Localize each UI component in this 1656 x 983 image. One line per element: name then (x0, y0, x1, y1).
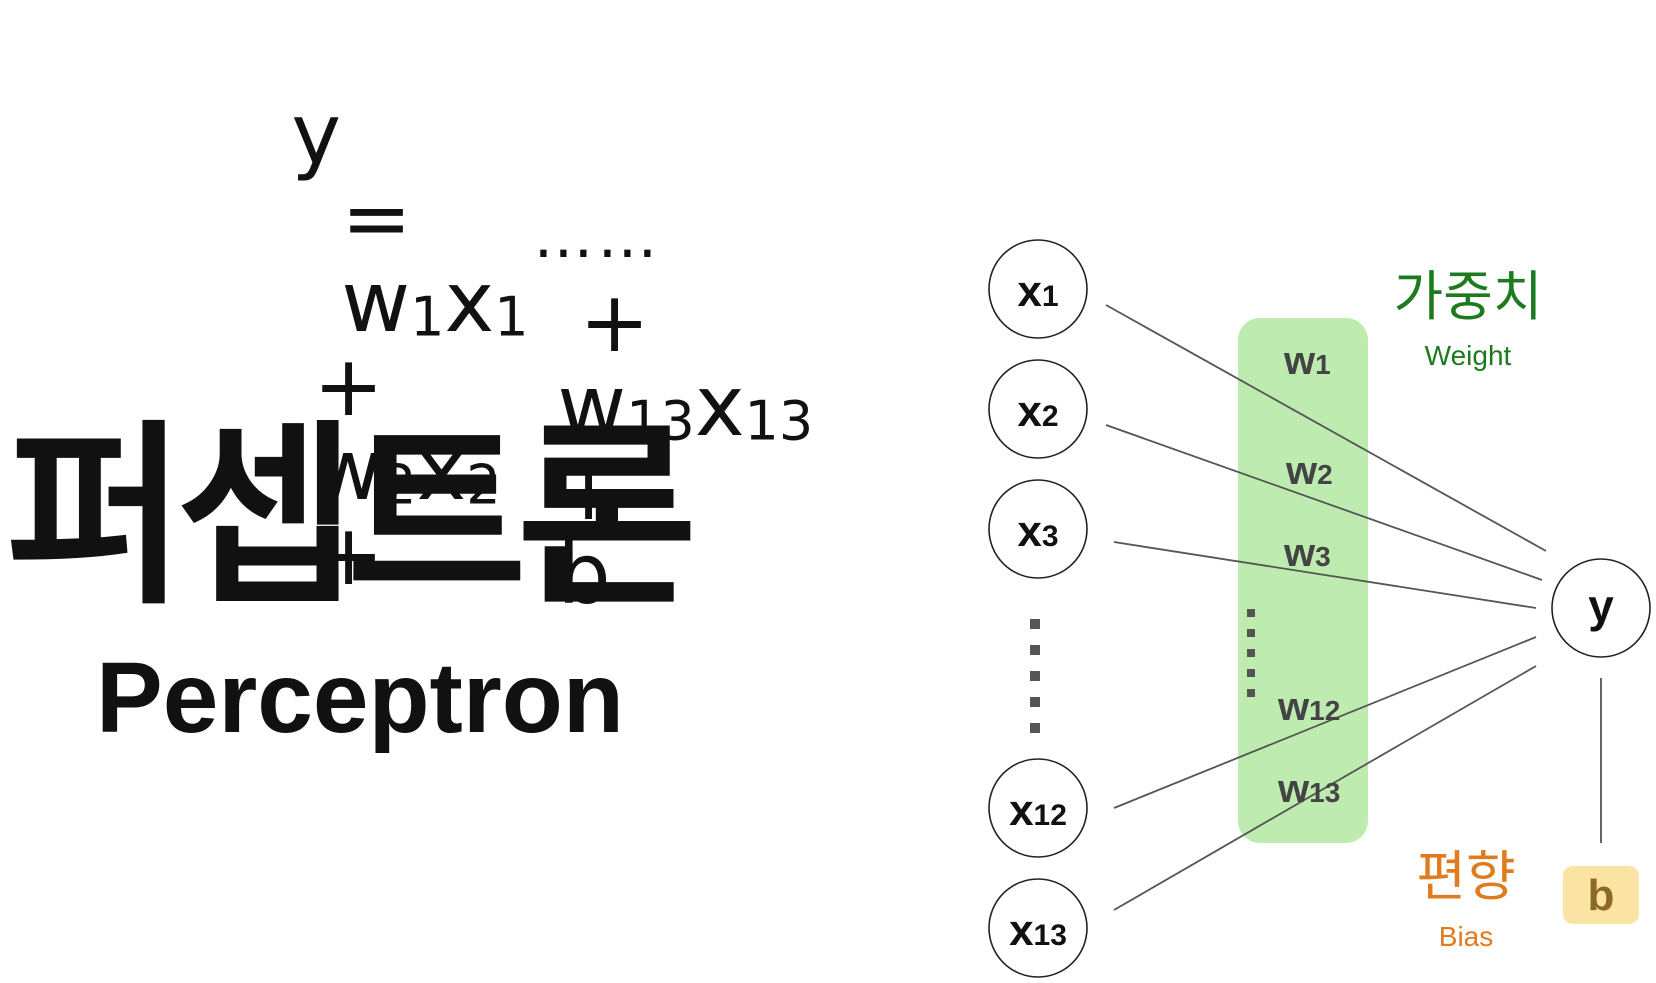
equation-line-1: y = w1x1 + w2x2 + (238, 8, 529, 597)
eq-ellipsis: …… (533, 202, 662, 272)
input-label-x2: x2 (1017, 387, 1058, 436)
weight-ellipsis (1247, 609, 1255, 697)
eq-plus-2: + (313, 505, 384, 604)
output-label-y: y (1588, 580, 1614, 632)
title-english: Perceptron (96, 642, 624, 754)
bias-title-english: Bias (1439, 921, 1493, 952)
weight-title-english: Weight (1425, 340, 1512, 371)
input-node-x12 (988, 758, 1088, 858)
eq-term-w2x2: w2x2 (313, 421, 501, 520)
bias-symbol: b (1588, 871, 1615, 920)
input-label-x13: x13 (1009, 906, 1067, 955)
eq-plus-4: + (553, 441, 624, 540)
weight-label-w2: w2 (1285, 449, 1333, 493)
connection-line-x1 (1105, 304, 1547, 552)
eq-plus-1: + (313, 337, 384, 436)
weight-band (1238, 318, 1368, 843)
input-node-x13 (988, 878, 1088, 978)
input-label-x1: x1 (1017, 267, 1058, 316)
equation-line-2: …… + w13x13 + b (480, 112, 813, 616)
input-node-x2 (988, 359, 1088, 459)
input-ellipsis (1030, 619, 1040, 733)
connection-line-x13 (1113, 665, 1537, 911)
weight-title-korean: 가중치 (1393, 265, 1542, 328)
input-label-x3: x3 (1017, 507, 1058, 556)
input-node-x3 (988, 479, 1088, 579)
eq-bias-b: b (557, 525, 611, 624)
eq-term-w1x1: w1x1 (341, 253, 529, 351)
input-node-x1 (988, 239, 1088, 339)
connection-line-x12 (1113, 636, 1537, 809)
connection-line-x3 (1113, 541, 1537, 609)
weight-label-w3: w3 (1283, 531, 1331, 575)
input-label-x12: x12 (1009, 786, 1067, 835)
connection-line-x2 (1105, 424, 1543, 581)
weight-label-w12: w12 (1277, 685, 1340, 729)
eq-equals: = (341, 169, 412, 267)
weight-label-w1: w1 (1283, 339, 1331, 383)
weight-label-w13: w13 (1277, 767, 1340, 811)
title-korean: 퍼셉트론 (6, 404, 697, 632)
eq-plus-3: + (579, 273, 650, 371)
eq-term-w13x13: w13x13 (557, 357, 814, 455)
output-node-y (1551, 558, 1651, 658)
bias-box (1563, 866, 1639, 924)
bias-title-korean: 편향 (1416, 845, 1515, 908)
eq-y: y (291, 85, 342, 183)
